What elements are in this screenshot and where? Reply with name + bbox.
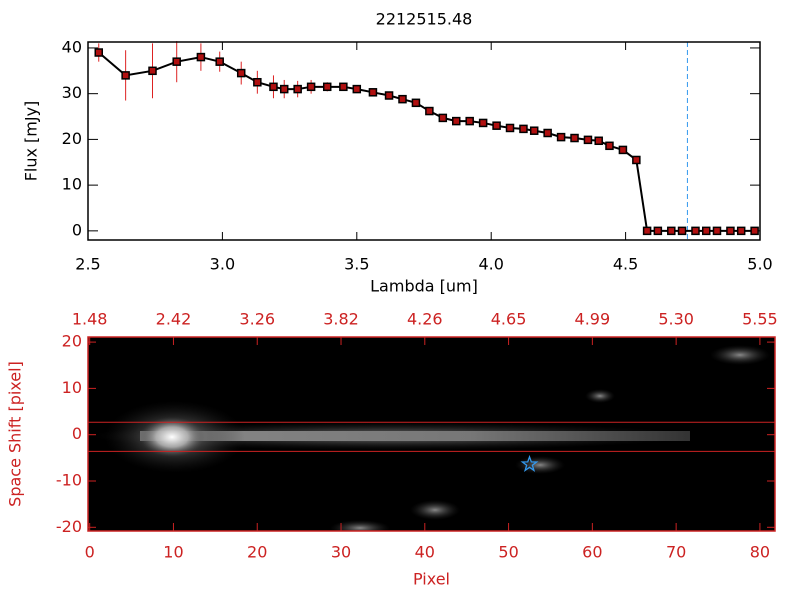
x-tick-label: 70	[666, 543, 686, 562]
data-point	[398, 94, 407, 104]
y-tick-label: -10	[56, 470, 82, 489]
x2-tick-label: 5.55	[742, 310, 778, 329]
data-point	[148, 66, 157, 76]
source	[140, 417, 204, 457]
x-tick-label: 4.5	[613, 255, 638, 274]
x-tick-label: 60	[582, 543, 602, 562]
x2-tick-label: 4.99	[575, 310, 611, 329]
blob	[330, 520, 390, 531]
data-point	[121, 71, 130, 80]
data-point	[215, 57, 224, 66]
data-point	[632, 155, 641, 165]
y-tick-label: 10	[62, 378, 82, 397]
x-tick-label: 80	[750, 543, 770, 562]
data-point	[570, 133, 579, 143]
data-point	[279, 84, 289, 94]
x-tick-label: 3.0	[210, 255, 235, 274]
trace	[140, 431, 690, 441]
data-point	[677, 226, 687, 236]
data-point	[172, 57, 181, 66]
x2-tick-label: 4.26	[407, 310, 443, 329]
data-point	[306, 82, 316, 92]
x-tick-label: 30	[331, 543, 351, 562]
data-point	[583, 135, 593, 145]
data-point	[543, 128, 552, 138]
y-tick-label: 30	[62, 83, 82, 102]
data-point	[618, 145, 628, 155]
x-tick-label: 4.0	[478, 255, 503, 274]
x-axis-label: Lambda [um]	[370, 277, 478, 296]
x-tick-label: 10	[163, 543, 183, 562]
data-point	[712, 226, 722, 236]
data-line	[98, 51, 755, 232]
data-point	[253, 77, 262, 87]
y-tick-label: 20	[62, 332, 82, 351]
data-point	[726, 226, 735, 236]
data-point	[505, 123, 515, 133]
chart-title: 2212515.48	[376, 10, 473, 29]
data-point	[529, 126, 539, 135]
data-point	[691, 226, 700, 236]
data-point	[642, 226, 652, 236]
data-point	[269, 82, 278, 92]
y-tick-label: 40	[62, 37, 82, 56]
x2-tick-label: 5.30	[658, 310, 694, 329]
y-tick-label: 20	[62, 129, 82, 148]
blob	[585, 389, 615, 403]
data-point	[465, 116, 474, 126]
x-axis-label: Pixel	[413, 570, 450, 589]
data-point	[425, 106, 434, 116]
blob	[710, 345, 770, 365]
y-axis-label: Space Shift [pixel]	[6, 361, 25, 507]
star-marker	[520, 454, 539, 472]
data-point	[293, 84, 302, 94]
data-point	[492, 121, 501, 130]
data-point	[368, 88, 378, 97]
data-point	[384, 91, 394, 100]
data-point	[667, 226, 676, 236]
x2-tick-label: 3.26	[239, 310, 275, 329]
data-point	[701, 226, 711, 236]
x-tick-label: 20	[247, 543, 267, 562]
x-tick-label: 2.5	[75, 255, 100, 274]
data-point	[750, 226, 759, 236]
x-tick-label: 0	[85, 543, 95, 562]
blob	[410, 500, 460, 520]
plot-frame	[87, 336, 776, 532]
data-point	[653, 226, 663, 236]
y-tick-label: 10	[62, 175, 82, 194]
data-point	[556, 132, 566, 142]
y-tick-label: 0	[72, 424, 82, 443]
data-point	[452, 116, 461, 126]
x2-tick-label: 3.82	[323, 310, 359, 329]
data-point	[438, 113, 448, 123]
image	[90, 345, 770, 531]
plot-frame	[87, 41, 761, 241]
x-tick-label: 3.5	[344, 255, 369, 274]
data-point	[352, 84, 362, 94]
data-point	[94, 48, 104, 57]
x2-tick-label: 2.42	[156, 310, 192, 329]
data-point	[236, 68, 246, 78]
data-point	[322, 82, 332, 92]
data-point	[519, 124, 528, 134]
data-point	[594, 136, 603, 146]
y-tick-label: 0	[72, 220, 82, 239]
x2-tick-label: 4.65	[491, 310, 527, 329]
data-point	[411, 98, 421, 108]
x-tick-label: 40	[415, 543, 435, 562]
data-point	[339, 82, 348, 92]
x-tick-label: 50	[498, 543, 518, 562]
data-point	[605, 141, 614, 151]
data-point	[196, 52, 206, 62]
x2-tick-label: 1.48	[72, 310, 108, 329]
blob	[515, 456, 565, 474]
y-tick-label: -20	[56, 517, 82, 536]
y-axis-label: Flux [mJy]	[22, 101, 41, 182]
data-point	[478, 118, 488, 128]
x-tick-label: 5.0	[747, 255, 772, 274]
data-point	[736, 226, 746, 236]
